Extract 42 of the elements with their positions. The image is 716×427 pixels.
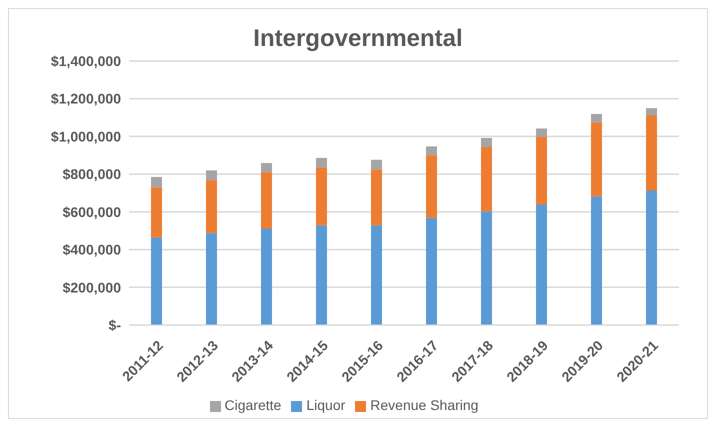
bar bbox=[646, 115, 657, 191]
bar bbox=[481, 138, 492, 147]
bar bbox=[536, 204, 547, 325]
bar bbox=[646, 108, 657, 116]
bar bbox=[151, 187, 162, 238]
y-tick-label: $800,000 bbox=[62, 166, 122, 182]
legend-label: Liquor bbox=[306, 397, 346, 413]
bar bbox=[371, 160, 382, 170]
bar bbox=[316, 158, 327, 168]
bar bbox=[371, 225, 382, 325]
bar bbox=[371, 170, 382, 226]
legend-label: Cigarette bbox=[224, 397, 282, 413]
bar bbox=[316, 225, 327, 325]
chart-title: Intergovernmental bbox=[252, 25, 464, 53]
y-tick-label: $1,400,000 bbox=[50, 52, 122, 69]
legend-label: Revenue Sharing bbox=[370, 397, 478, 413]
bar bbox=[536, 128, 547, 137]
bar bbox=[591, 122, 602, 196]
y-tick-label: $- bbox=[108, 316, 122, 333]
bar bbox=[261, 228, 272, 325]
bar bbox=[536, 136, 547, 205]
bar bbox=[591, 196, 602, 325]
bar bbox=[426, 218, 437, 325]
bar bbox=[481, 211, 492, 325]
bar bbox=[481, 146, 492, 212]
bar bbox=[206, 233, 217, 325]
bar bbox=[261, 163, 272, 172]
y-tick-label: $1,000,000 bbox=[50, 128, 122, 144]
bar bbox=[151, 176, 162, 188]
bar bbox=[206, 180, 217, 234]
bar bbox=[426, 146, 437, 156]
bar bbox=[426, 155, 437, 218]
bar bbox=[316, 167, 327, 226]
bar bbox=[591, 114, 602, 122]
bar bbox=[206, 170, 217, 180]
bar bbox=[151, 237, 162, 325]
y-tick-label: $600,000 bbox=[62, 204, 122, 220]
bar bbox=[646, 190, 657, 325]
y-tick-label: $400,000 bbox=[62, 242, 122, 258]
y-tick-label: $1,200,000 bbox=[50, 90, 122, 107]
y-tick-label: $200,000 bbox=[62, 279, 122, 296]
bar bbox=[261, 172, 272, 228]
